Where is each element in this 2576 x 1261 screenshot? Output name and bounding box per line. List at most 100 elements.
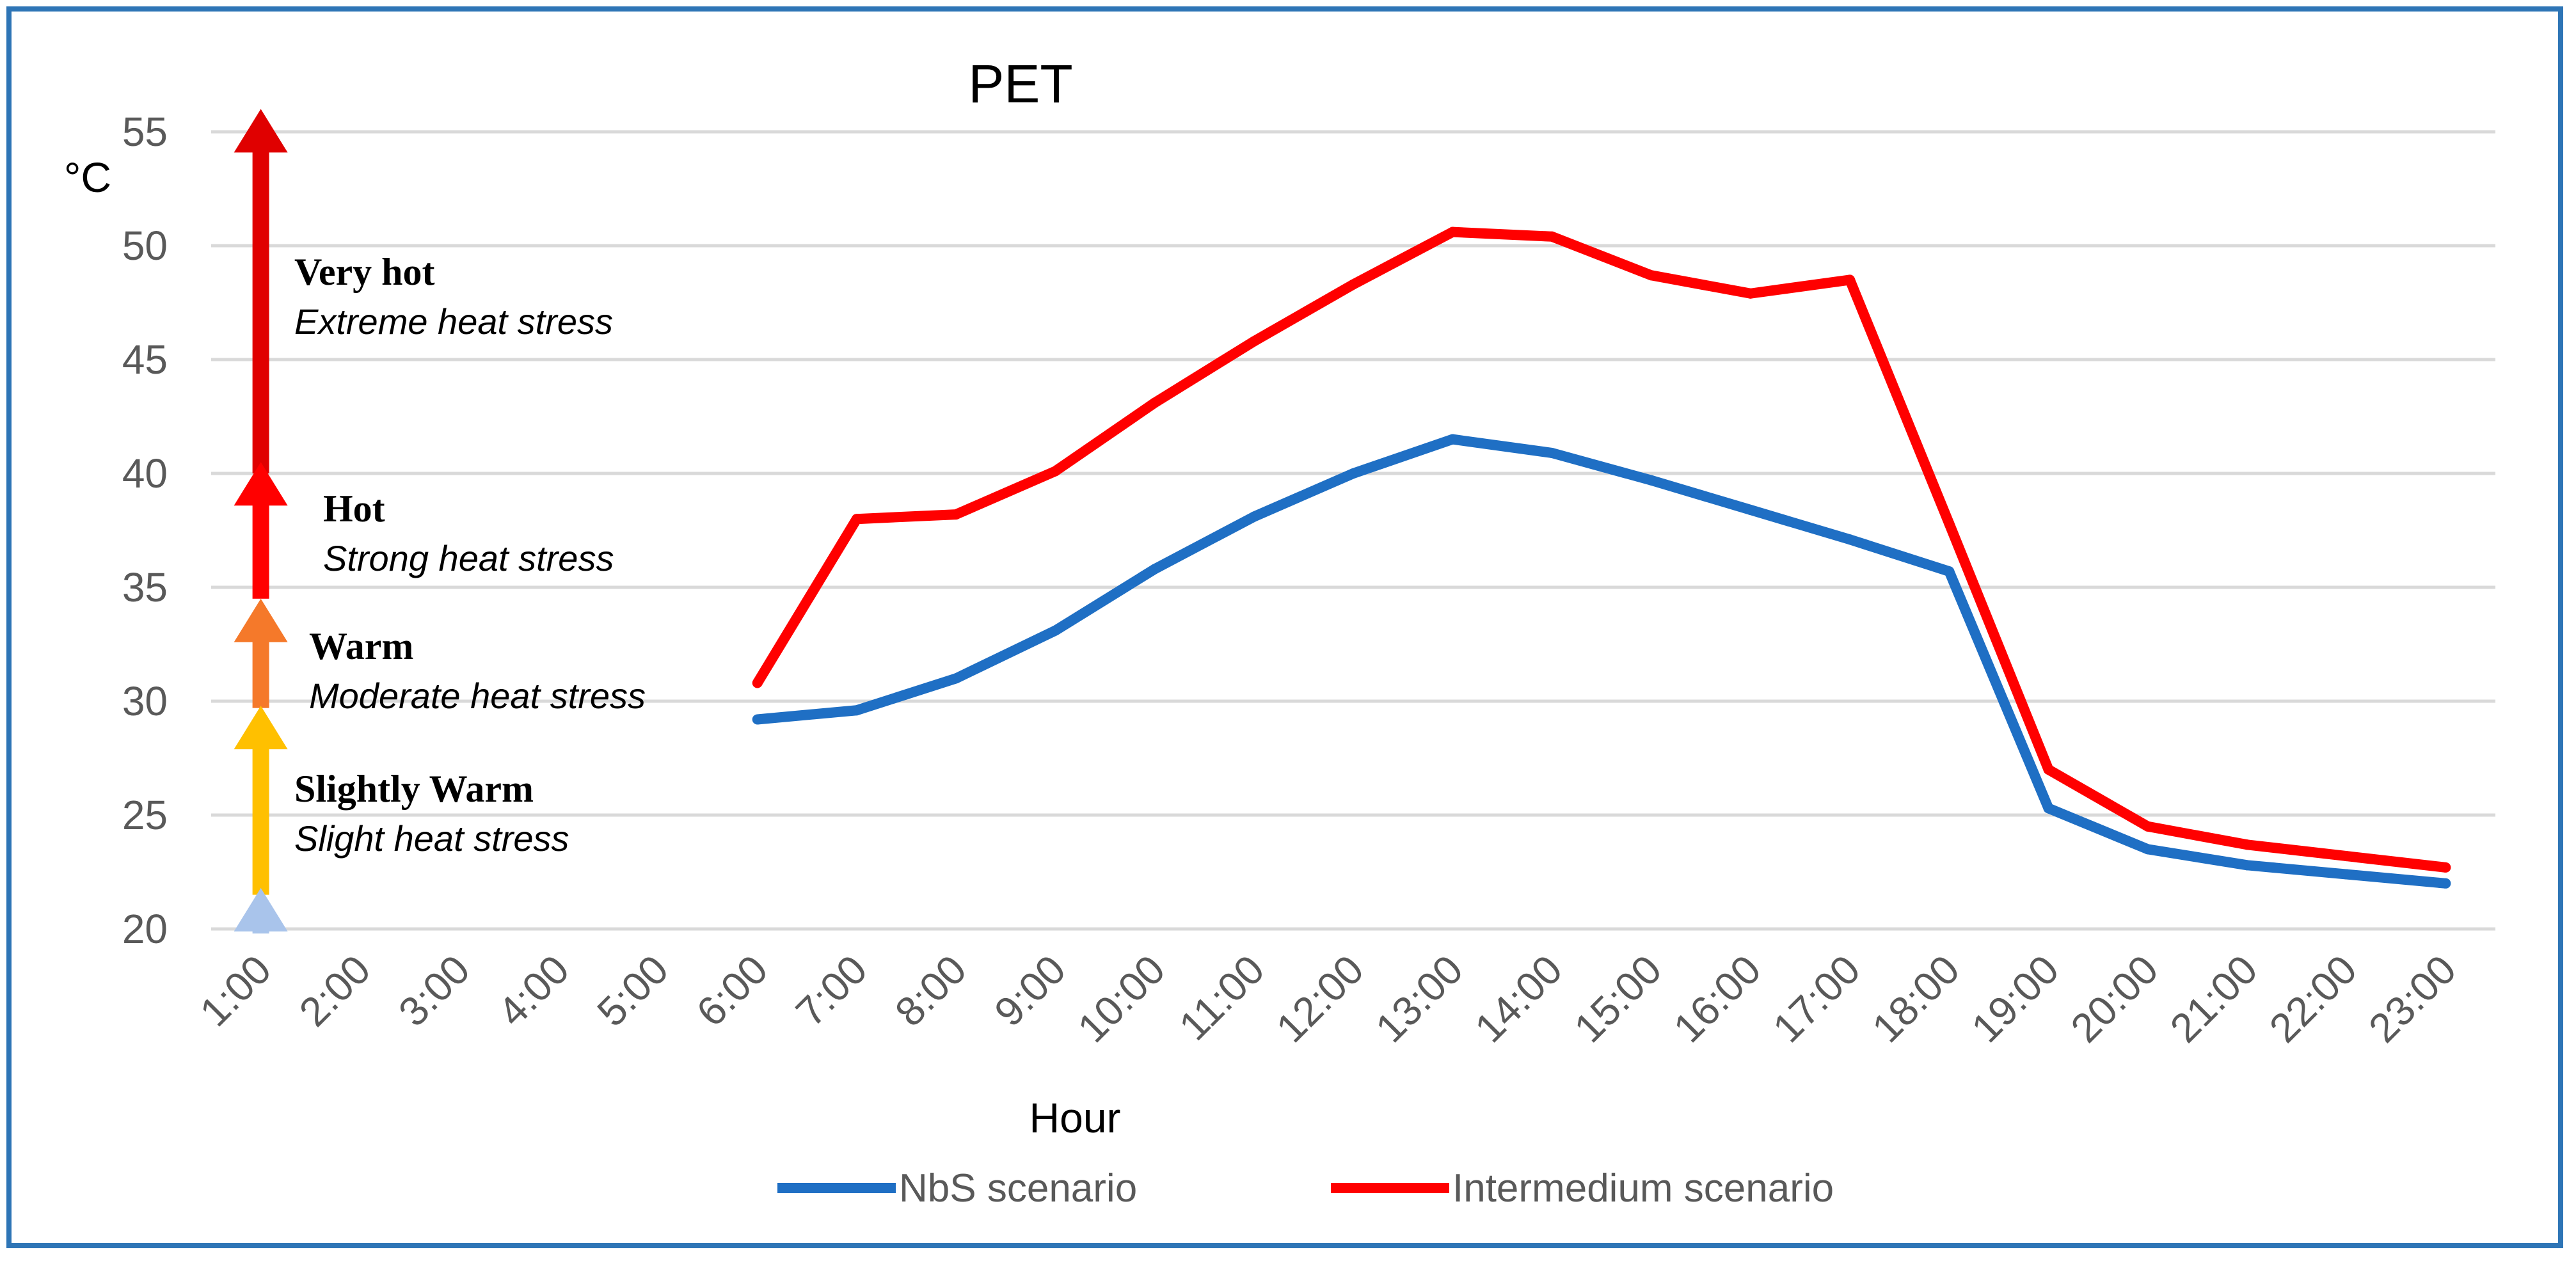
- point-intermedium-17-00: [1845, 274, 1856, 285]
- x-tick-labels: 1:00 2:00 3:00 4:00 5:00 6:00 7:00 8:00 9:0010:0…: [191, 946, 2465, 1051]
- zone-title-2: Warm: [309, 625, 413, 667]
- x-tick-13-00: 13:00: [1367, 946, 1472, 1051]
- arrow-1: [234, 462, 288, 599]
- heat-stress-arrows: [234, 109, 288, 934]
- point-intermedium-13-00: [1447, 226, 1458, 237]
- point-intermedium-8-00: [951, 509, 962, 520]
- x-tick-3-00: 3:00: [390, 946, 479, 1035]
- point-nbs-7-00: [851, 705, 862, 716]
- x-tick-4-00: 4:00: [489, 946, 578, 1035]
- x-tick-12-00: 12:00: [1268, 946, 1372, 1051]
- x-tick-16-00: 16:00: [1665, 946, 1770, 1051]
- y-tick-45: 45: [122, 337, 168, 383]
- point-intermedium-20-00: [2142, 821, 2153, 832]
- point-nbs-10-00: [1149, 564, 1160, 575]
- y-tick-55: 55: [122, 109, 168, 155]
- arrow-shaft-2: [252, 640, 269, 708]
- point-intermedium-16-00: [1745, 288, 1756, 299]
- zone-subtitle-1: Strong heat stress: [323, 538, 614, 578]
- x-tick-2-00: 2:00: [290, 946, 379, 1035]
- zone-subtitle-2: Moderate heat stress: [309, 676, 646, 716]
- point-intermedium-9-00: [1050, 466, 1061, 477]
- point-nbs-19-00: [2043, 803, 2054, 814]
- x-tick-18-00: 18:00: [1863, 946, 1968, 1051]
- zone-subtitle-0: Extreme heat stress: [294, 301, 613, 342]
- series-layer: [752, 226, 2451, 889]
- x-tick-5-00: 5:00: [588, 946, 677, 1035]
- x-tick-19-00: 19:00: [1962, 946, 2067, 1051]
- y-tick-35: 35: [122, 564, 168, 610]
- x-tick-7-00: 7:00: [787, 946, 876, 1035]
- arrow-head-3: [234, 706, 288, 750]
- chart-title: PET: [968, 54, 1072, 114]
- legend: NbS scenario Intermedium scenario: [777, 1166, 1834, 1210]
- x-tick-8-00: 8:00: [886, 946, 975, 1035]
- y-tick-40: 40: [122, 450, 168, 496]
- x-tick-10-00: 10:00: [1069, 946, 1173, 1051]
- point-intermedium-21-00: [2241, 839, 2252, 850]
- point-nbs-21-00: [2241, 860, 2252, 871]
- x-tick-17-00: 17:00: [1764, 946, 1869, 1051]
- arrow-shaft-4: [252, 930, 269, 934]
- x-tick-6-00: 6:00: [688, 946, 777, 1035]
- x-tick-1-00: 1:00: [191, 946, 280, 1035]
- arrow-4: [234, 887, 288, 934]
- arrow-0: [234, 109, 288, 473]
- point-nbs-12-00: [1348, 468, 1358, 479]
- series-line-intermedium: [752, 226, 2447, 873]
- point-nbs-16-00: [1745, 504, 1756, 515]
- arrow-3: [234, 706, 288, 895]
- x-tick-11-00: 11:00: [1170, 946, 1273, 1049]
- point-intermedium-11-00: [1248, 336, 1259, 347]
- point-nbs-20-00: [2142, 844, 2153, 855]
- x-tick-9-00: 9:00: [985, 946, 1074, 1035]
- y-tick-labels: 20 25 30 35 40 45 50 55: [122, 109, 168, 952]
- x-axis-label: Hour: [1029, 1094, 1120, 1141]
- point-nbs-14-00: [1546, 447, 1557, 458]
- zone-title-3: Slightly Warm: [294, 768, 534, 810]
- point-intermedium-18-00: [1944, 518, 1955, 529]
- point-nbs-23-00: [2440, 878, 2451, 889]
- arrow-shaft-0: [252, 151, 269, 473]
- arrow-head-1: [234, 462, 288, 506]
- zone-subtitle-3: Slight heat stress: [294, 818, 569, 859]
- point-intermedium-12-00: [1348, 279, 1358, 290]
- point-nbs-9-00: [1050, 625, 1061, 636]
- point-nbs-17-00: [1845, 534, 1856, 545]
- point-intermedium-23-00: [2440, 862, 2451, 873]
- x-tick-21-00: 21:00: [2161, 946, 2266, 1051]
- heat-stress-labels: Very hot Extreme heat stress Hot Strong hea…: [294, 251, 646, 859]
- point-intermedium-10-00: [1149, 397, 1160, 408]
- y-axis-label: °C: [64, 154, 111, 201]
- y-tick-30: 30: [122, 678, 168, 724]
- arrow-head-4: [234, 887, 288, 932]
- point-nbs-13-00: [1447, 434, 1458, 445]
- arrow-head-2: [234, 598, 288, 642]
- grid-layer: [211, 130, 2495, 931]
- legend-label-nbs: NbS scenario: [899, 1166, 1137, 1210]
- point-nbs-6-00: [752, 714, 763, 725]
- x-tick-15-00: 15:00: [1565, 946, 1670, 1051]
- x-tick-20-00: 20:00: [2062, 946, 2167, 1051]
- y-tick-50: 50: [122, 223, 168, 269]
- point-nbs-22-00: [2341, 869, 2352, 880]
- point-nbs-18-00: [1944, 566, 1955, 577]
- point-intermedium-19-00: [2043, 764, 2054, 775]
- zone-title-1: Hot: [323, 488, 385, 530]
- point-intermedium-6-00: [752, 678, 763, 688]
- arrow-shaft-3: [252, 748, 269, 895]
- y-tick-20: 20: [122, 906, 168, 952]
- point-intermedium-7-00: [851, 514, 862, 525]
- zone-title-0: Very hot: [294, 251, 434, 293]
- x-tick-14-00: 14:00: [1466, 946, 1571, 1051]
- point-nbs-11-00: [1248, 511, 1259, 522]
- point-intermedium-15-00: [1646, 270, 1657, 281]
- legend-label-intermedium: Intermedium scenario: [1452, 1166, 1834, 1210]
- point-intermedium-14-00: [1546, 231, 1557, 242]
- arrow-2: [234, 598, 288, 708]
- arrow-shaft-1: [252, 504, 269, 599]
- x-tick-22-00: 22:00: [2261, 946, 2365, 1051]
- point-intermedium-22-00: [2341, 851, 2352, 862]
- x-tick-23-00: 23:00: [2360, 946, 2465, 1051]
